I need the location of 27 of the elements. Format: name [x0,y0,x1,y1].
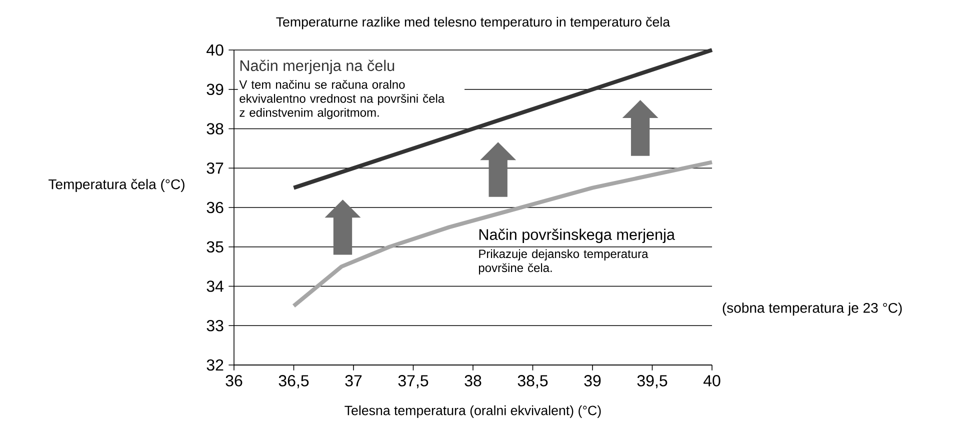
text: Način merjenja na čelu [240,60,394,74]
series-label: Način površinskega merjenja [479,228,676,244]
x-tick-label: 36,5 [278,375,309,388]
chart-title: Temperaturne razlike med telesno temperaturo in temperaturo čela [276,16,670,30]
text: (sobna temperatura je 23 °C) [722,302,902,316]
x-tick-label: 37,5 [398,375,428,388]
x-axis-title: Telesna temperatura (oralni ekvivalent) (°C) [344,405,601,418]
y-tick-label: 32 [206,359,224,371]
annotation: V tem načinu se računa oralno ekvivalentno vrednost na površini čela z edinstvenim algoritmom. [239,80,445,120]
y-tick-label: 34 [206,280,224,292]
y-tick-label: 36 [206,202,224,214]
annotation: Prikazuje dejansko temperatura površine čela. [478,249,648,274]
x-tick-label: 38 [464,375,482,386]
y-tick-label: 35 [206,241,224,253]
y-tick-label: 37 [206,162,224,174]
x-tick-label: 38,5 [518,375,548,388]
y-tick-label: 40 [206,44,224,56]
x-tick-label: 36 [226,375,242,386]
x-tick-label: 39 [584,375,601,386]
y-tick-label: 33 [206,320,224,332]
x-tick-label: 39,5 [637,375,668,388]
line-series [292,160,714,308]
y-tick-label: 39 [206,84,224,96]
x-tick-label: 37 [345,375,362,386]
y-tick-label: 38 [206,123,224,134]
y-axis-title: Temperatura čela (°C) [48,178,184,192]
x-tick-label: 40 [703,375,720,386]
